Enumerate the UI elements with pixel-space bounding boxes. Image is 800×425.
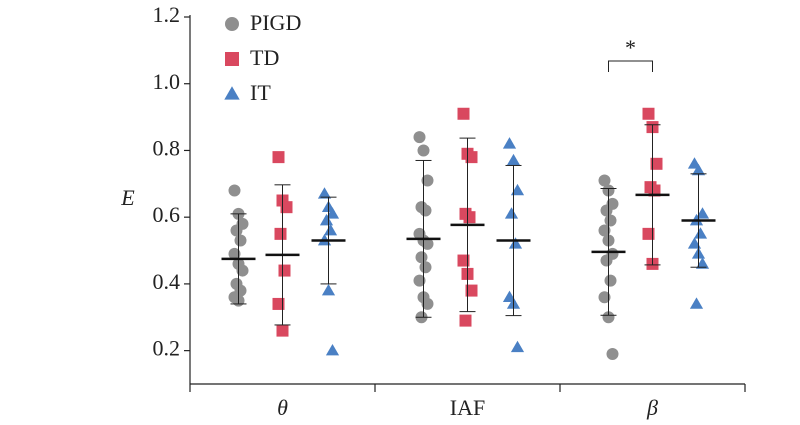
data-point bbox=[602, 311, 615, 324]
y-tick-label: 0.8 bbox=[153, 136, 181, 161]
data-point bbox=[236, 264, 249, 277]
data-point bbox=[465, 151, 478, 164]
data-point bbox=[504, 207, 519, 219]
data-point bbox=[695, 207, 710, 219]
legend-label: IT bbox=[250, 80, 271, 105]
data-point bbox=[272, 297, 285, 310]
x-tick-label: β bbox=[646, 395, 658, 420]
data-point bbox=[230, 224, 243, 237]
data-point bbox=[642, 107, 655, 120]
data-point bbox=[691, 163, 706, 176]
data-point bbox=[457, 254, 470, 267]
x-tick-label: θ bbox=[277, 395, 288, 420]
data-point bbox=[604, 214, 617, 227]
data-point bbox=[272, 151, 285, 164]
data-point bbox=[413, 274, 426, 287]
data-point bbox=[321, 283, 336, 296]
data-point bbox=[695, 257, 710, 269]
data-point bbox=[278, 264, 291, 277]
y-tick-label: 0.6 bbox=[153, 202, 181, 227]
legend-marker bbox=[225, 52, 239, 66]
data-point bbox=[693, 227, 708, 239]
data-point bbox=[600, 254, 613, 267]
data-point bbox=[317, 187, 332, 199]
data-point bbox=[598, 291, 611, 304]
data-point bbox=[598, 224, 611, 237]
data-point bbox=[323, 223, 338, 236]
data-point bbox=[598, 174, 611, 187]
data-point bbox=[421, 297, 434, 310]
data-point bbox=[687, 237, 702, 249]
significance-label: * bbox=[625, 35, 636, 60]
data-point bbox=[689, 297, 704, 309]
y-axis-label: E bbox=[120, 185, 135, 210]
data-point bbox=[604, 274, 617, 287]
data-point bbox=[419, 204, 432, 217]
data-point bbox=[280, 201, 293, 214]
data-point bbox=[419, 261, 432, 274]
data-point bbox=[325, 207, 340, 219]
data-point bbox=[228, 247, 241, 260]
data-point bbox=[510, 183, 525, 196]
data-point bbox=[606, 347, 619, 360]
data-point bbox=[417, 144, 430, 157]
data-point bbox=[600, 204, 613, 217]
data-point bbox=[325, 344, 340, 356]
legend-label: PIGD bbox=[250, 10, 301, 35]
data-point bbox=[421, 237, 434, 250]
data-point bbox=[642, 227, 655, 240]
data-point bbox=[228, 184, 241, 197]
x-tick-label: IAF bbox=[450, 395, 485, 420]
legend-marker bbox=[224, 86, 240, 100]
data-point bbox=[319, 213, 334, 226]
data-point bbox=[415, 251, 428, 264]
y-tick-label: 0.2 bbox=[153, 336, 181, 361]
data-point bbox=[506, 153, 521, 166]
y-tick-label: 0.4 bbox=[153, 269, 181, 294]
data-point bbox=[274, 227, 287, 240]
data-point bbox=[510, 340, 525, 353]
data-point bbox=[463, 211, 476, 224]
legend-marker bbox=[225, 17, 239, 31]
legend-label: TD bbox=[250, 45, 279, 70]
significance-bracket bbox=[608, 60, 653, 72]
data-point bbox=[648, 184, 661, 197]
data-point bbox=[457, 107, 470, 120]
data-point bbox=[234, 234, 247, 247]
data-point bbox=[421, 174, 434, 187]
y-tick-label: 1.0 bbox=[153, 69, 181, 94]
data-point bbox=[413, 131, 426, 144]
data-point bbox=[650, 157, 663, 170]
y-tick-label: 1.2 bbox=[153, 2, 181, 27]
data-point bbox=[459, 314, 472, 327]
data-point bbox=[502, 137, 517, 149]
data-point bbox=[465, 284, 478, 297]
data-point bbox=[508, 237, 523, 249]
data-point bbox=[276, 324, 289, 337]
